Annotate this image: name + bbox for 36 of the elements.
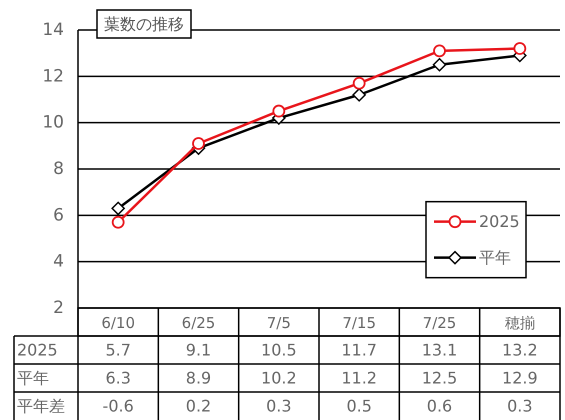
legend-label: 平年 — [479, 248, 511, 268]
x-tick-label: 7/25 — [422, 314, 456, 332]
point — [352, 88, 366, 102]
legend-label: 2025 — [479, 212, 520, 232]
data-label: 12.9 — [502, 368, 538, 388]
x-tick-label: 6/25 — [182, 314, 216, 332]
point — [112, 216, 125, 229]
point — [192, 137, 205, 150]
data-label: 13.2 — [502, 340, 538, 360]
data-label: 9.1 — [186, 340, 212, 360]
x-tick-label: 6/10 — [101, 314, 136, 332]
x-tick-label: 穂揃 — [504, 314, 535, 332]
y-tick-label: 10 — [42, 112, 64, 133]
point — [111, 202, 125, 216]
y-tick-label: 6 — [53, 205, 64, 226]
data-label: 10.2 — [261, 368, 297, 388]
point — [432, 58, 446, 72]
data-label: 5.7 — [105, 340, 131, 360]
data-label: 13.1 — [422, 340, 458, 360]
y-tick-label: 4 — [53, 252, 64, 272]
point — [513, 42, 526, 55]
y-tick-label: 12 — [42, 66, 64, 86]
data-label: 12.5 — [422, 368, 458, 388]
data-label: 10.5 — [261, 340, 297, 360]
data-label: 6.3 — [105, 368, 131, 388]
data-label: 11.2 — [341, 368, 377, 388]
point — [352, 76, 366, 90]
y-tick-label: 14 — [42, 20, 64, 40]
chart-title: 葉数の推移 — [104, 14, 184, 34]
data-label: 11.7 — [341, 340, 377, 360]
y-tick-label: 8 — [53, 159, 64, 179]
x-tick-label: 7/15 — [342, 314, 376, 332]
point — [272, 104, 286, 118]
data-label: 8.9 — [186, 368, 212, 388]
point — [433, 44, 446, 58]
x-tick-label: 7/5 — [266, 314, 291, 332]
